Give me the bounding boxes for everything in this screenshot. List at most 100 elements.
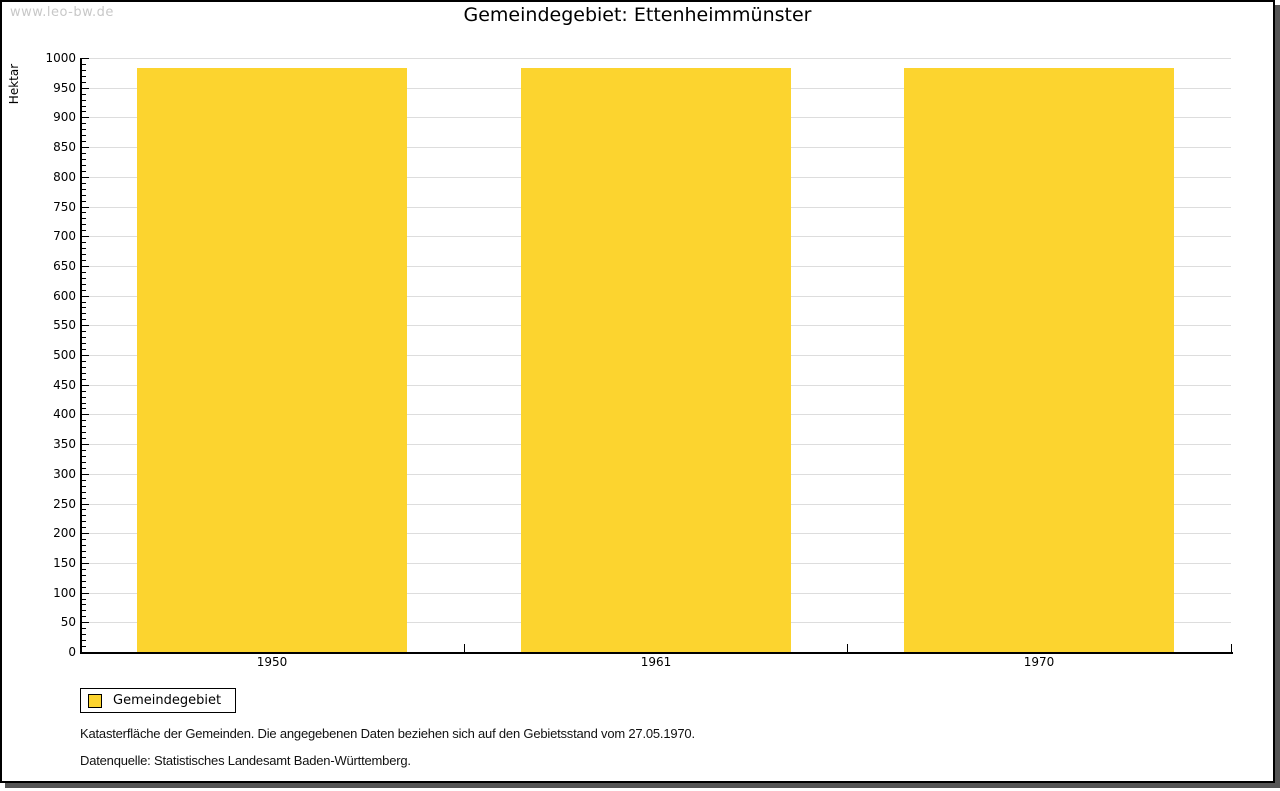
y-minor-tick — [82, 135, 86, 136]
y-major-tick — [82, 474, 89, 475]
y-minor-tick — [82, 129, 86, 130]
y-minor-tick — [82, 468, 86, 469]
y-minor-tick — [82, 195, 86, 196]
x-boundary-tick — [847, 644, 848, 652]
y-minor-tick — [82, 569, 86, 570]
y-major-tick — [82, 504, 89, 505]
y-major-tick — [82, 117, 89, 118]
y-minor-tick — [82, 367, 86, 368]
y-minor-tick — [82, 201, 86, 202]
y-minor-tick — [82, 397, 86, 398]
y-minor-tick — [82, 159, 86, 160]
y-major-tick — [82, 88, 89, 89]
y-minor-tick — [82, 343, 86, 344]
y-minor-tick — [82, 82, 86, 83]
y-minor-tick — [82, 94, 86, 95]
y-minor-tick — [82, 486, 86, 487]
y-minor-tick — [82, 527, 86, 528]
y-major-tick — [82, 236, 89, 237]
y-minor-tick — [82, 515, 86, 516]
y-minor-tick — [82, 361, 86, 362]
y-minor-tick — [82, 284, 86, 285]
watermark: www.leo-bw.de — [10, 5, 114, 20]
y-minor-tick — [82, 616, 86, 617]
y-tick-label: 400 — [53, 407, 76, 421]
y-minor-tick — [82, 438, 86, 439]
y-minor-tick — [82, 123, 86, 124]
y-tick-label: 450 — [53, 378, 76, 392]
bar — [137, 68, 407, 652]
y-minor-tick — [82, 183, 86, 184]
y-tick-label: 950 — [53, 81, 76, 95]
y-tick-label: 0 — [68, 645, 76, 659]
y-tick-label: 700 — [53, 229, 76, 243]
y-minor-tick — [82, 313, 86, 314]
y-minor-tick — [82, 70, 86, 71]
y-minor-tick — [82, 450, 86, 451]
y-tick-label: 900 — [53, 110, 76, 124]
y-minor-tick — [82, 111, 86, 112]
y-minor-tick — [82, 153, 86, 154]
chart-title: Gemeindegebiet: Ettenheimmünster — [463, 4, 812, 26]
legend: Gemeindegebiet — [80, 688, 237, 713]
legend-label: Gemeindegebiet — [113, 693, 222, 708]
x-boundary-tick — [464, 644, 465, 652]
y-minor-tick — [82, 408, 86, 409]
y-minor-tick — [82, 628, 86, 629]
y-minor-tick — [82, 302, 86, 303]
y-minor-tick — [82, 640, 86, 641]
y-minor-tick — [82, 76, 86, 77]
x-axis-line — [80, 652, 1233, 654]
y-minor-tick — [82, 432, 86, 433]
y-minor-tick — [82, 599, 86, 600]
y-minor-tick — [82, 349, 86, 350]
y-major-tick — [82, 207, 89, 208]
y-tick-label: 200 — [53, 526, 76, 540]
y-tick-label: 300 — [53, 467, 76, 481]
y-minor-tick — [82, 319, 86, 320]
y-minor-tick — [82, 492, 86, 493]
y-minor-tick — [82, 557, 86, 558]
y-minor-tick — [82, 254, 86, 255]
y-minor-tick — [82, 646, 86, 647]
y-minor-tick — [82, 610, 86, 611]
y-minor-tick — [82, 189, 86, 190]
y-minor-tick — [82, 575, 86, 576]
x-boundary-tick — [1231, 644, 1232, 652]
y-minor-tick — [82, 218, 86, 219]
y-minor-tick — [82, 165, 86, 166]
y-tick-label: 750 — [53, 200, 76, 214]
y-major-tick — [82, 414, 89, 415]
footnote-gebietsstand: Katasterfläche der Gemeinden. Die angege… — [80, 726, 695, 741]
y-minor-tick — [82, 248, 86, 249]
y-minor-tick — [82, 604, 86, 605]
y-minor-tick — [82, 141, 86, 142]
y-major-tick — [82, 325, 89, 326]
y-minor-tick — [82, 403, 86, 404]
y-minor-tick — [82, 373, 86, 374]
y-minor-tick — [82, 509, 86, 510]
y-axis-line — [80, 58, 82, 654]
y-minor-tick — [82, 391, 86, 392]
y-minor-tick — [82, 106, 86, 107]
y-minor-tick — [82, 456, 86, 457]
y-major-tick — [82, 533, 89, 534]
y-minor-tick — [82, 272, 86, 273]
y-tick-label: 550 — [53, 318, 76, 332]
y-major-tick — [82, 593, 89, 594]
y-tick-label: 800 — [53, 170, 76, 184]
y-minor-tick — [82, 224, 86, 225]
y-major-tick — [82, 622, 89, 623]
y-minor-tick — [82, 426, 86, 427]
y-minor-tick — [82, 100, 86, 101]
y-tick-label: 50 — [60, 615, 76, 629]
y-minor-tick — [82, 634, 86, 635]
y-minor-tick — [82, 379, 86, 380]
y-major-tick — [82, 563, 89, 564]
footnote-datenquelle: Datenquelle: Statistisches Landesamt Bad… — [80, 753, 411, 768]
y-minor-tick — [82, 278, 86, 279]
y-minor-tick — [82, 212, 86, 213]
y-tick-label: 500 — [53, 348, 76, 362]
x-tick-label: 1950 — [256, 655, 288, 669]
